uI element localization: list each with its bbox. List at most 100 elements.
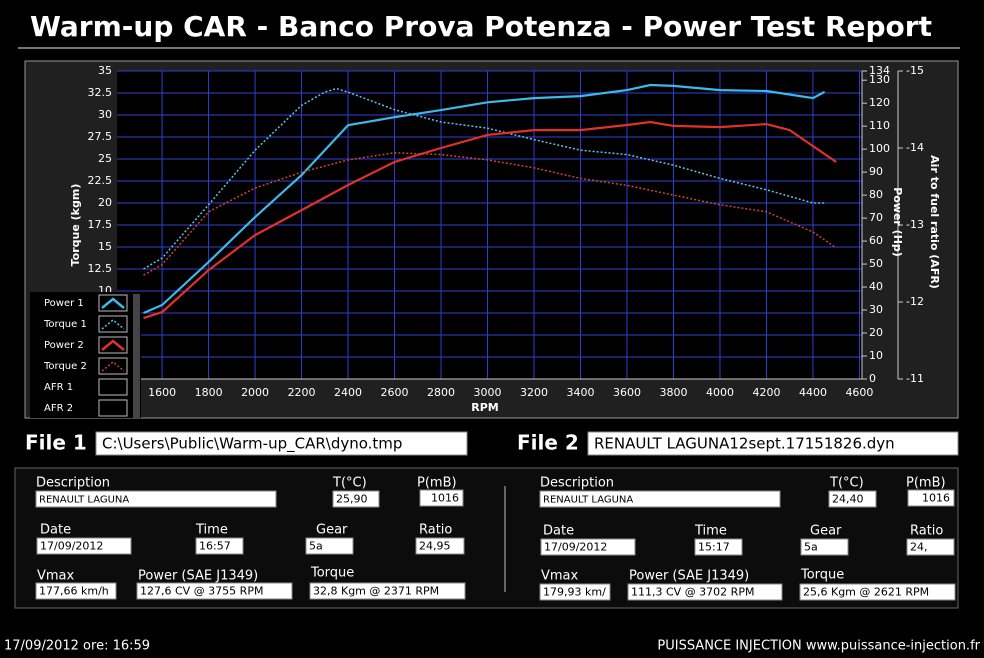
legend-label: AFR 1: [44, 382, 73, 393]
y-tick-label: 35: [98, 64, 112, 77]
field-box: [415, 537, 465, 555]
y-tick-label: 25: [98, 152, 112, 165]
field-box: [540, 538, 636, 556]
field-label: Torque: [310, 566, 354, 581]
y2-tick-label: 60: [869, 234, 883, 247]
field-label: Ratio: [419, 523, 452, 538]
field-value: 16:57: [199, 540, 231, 553]
y2-tick-label: 130: [869, 73, 890, 86]
field-value: 17/09/2012: [544, 541, 607, 554]
x-tick-label: 1600: [148, 386, 176, 399]
field-label: T(°C): [829, 476, 864, 491]
field-value: 177,66 km/h: [39, 585, 109, 598]
x-tick-label: 3200: [520, 386, 548, 399]
y3-tick-label: -15: [906, 64, 924, 77]
field-value: 179,93 km/: [543, 586, 606, 599]
legend-swatch: [98, 294, 128, 312]
field-label: Description: [36, 476, 110, 491]
x-tick-label: 4000: [706, 386, 734, 399]
field-value: 25,6 Kgm @ 2621 RPM: [803, 586, 929, 599]
legend-label: Torque 1: [43, 319, 87, 330]
y2-tick-label: 110: [869, 119, 890, 132]
field-box: [906, 538, 955, 556]
x-tick-label: 2000: [241, 386, 269, 399]
x-tick-label: 2800: [427, 386, 455, 399]
legend-swatch: [98, 336, 128, 354]
y-tick-label: 17.5: [88, 218, 113, 231]
x-tick-label: 3600: [613, 386, 641, 399]
y2-tick-label: 40: [869, 280, 883, 293]
field-box: [136, 582, 293, 600]
footer-brand: PUISSANCE INJECTION www.puissance-inject…: [657, 639, 980, 654]
file-path: RENAULT LAGUNA12sept.17151826.dyn: [594, 435, 895, 453]
y-tick-label: 22.5: [88, 174, 113, 187]
field-label: Time: [694, 524, 727, 539]
x-tick-label: 2200: [288, 386, 316, 399]
y2-tick-label: 120: [869, 96, 890, 109]
series-line: [143, 152, 837, 276]
legend-label: AFR 2: [44, 403, 73, 414]
field-label: Vmax: [37, 569, 75, 584]
y2-tick-label: 0: [869, 372, 876, 385]
field-label: Date: [40, 523, 71, 538]
y3-tick-label: -14: [906, 141, 924, 154]
field-label: Gear: [810, 524, 842, 539]
field-label: Power (SAE J1349): [629, 569, 749, 584]
y-axis-label: Torque (kgm): [69, 184, 82, 267]
field-label: Description: [540, 476, 614, 491]
x-tick-label: 1800: [195, 386, 223, 399]
series-line: [143, 87, 825, 270]
legend: [30, 292, 141, 418]
x-tick-label: 3000: [474, 386, 502, 399]
y3-tick-label: -11: [906, 372, 924, 385]
file-label: File 1: [25, 431, 87, 455]
y2-tick-label: 134: [869, 64, 890, 77]
field-value: 1016: [431, 492, 459, 505]
field-label: P(mB): [906, 476, 946, 491]
field-value: RENAULT LAGUNA: [39, 495, 129, 506]
y2-tick-label: 100: [869, 142, 890, 155]
legend-swatch: [98, 378, 128, 396]
field-value: 32,8 Kgm @ 2371 RPM: [313, 585, 439, 598]
field-value: 17/09/2012: [40, 540, 103, 553]
field-box: [828, 490, 877, 508]
y2-tick-label: 70: [869, 211, 883, 224]
y3-axis-label: Air to fuel ratio (AFR): [928, 155, 941, 289]
y2-tick-label: 20: [869, 326, 883, 339]
field-label: P(mB): [417, 476, 457, 491]
legend-icon: [101, 361, 125, 372]
field-label: Vmax: [541, 569, 579, 584]
field-value: 24,40: [832, 493, 864, 506]
y-tick-label: 20: [98, 196, 112, 209]
x-tick-label: 4200: [752, 386, 780, 399]
y-tick-label: 27.5: [88, 130, 113, 143]
x-axis-label: RPM: [471, 401, 498, 414]
series-line: [143, 83, 826, 315]
file-path: C:\Users\Public\Warm-up_CAR\dyno.tmp: [102, 435, 402, 454]
field-value: 5a: [804, 541, 818, 554]
y2-axis-label: Power (Hp): [891, 187, 904, 257]
y-tick-label: 30: [98, 108, 112, 121]
field-value: 127,6 CV @ 3755 RPM: [140, 585, 263, 598]
x-tick-label: 4400: [799, 386, 827, 399]
y-tick-label: 12.5: [88, 262, 113, 275]
file-label: File 2: [517, 431, 579, 455]
field-box: [694, 538, 743, 556]
field-label: Gear: [316, 523, 348, 538]
legend-icon: [101, 297, 125, 309]
field-box: [539, 490, 781, 508]
field-label: Date: [543, 524, 574, 539]
file-box: [587, 431, 959, 456]
field-value: 111,3 CV @ 3702 RPM: [631, 586, 754, 599]
y2-tick-label: 90: [869, 165, 883, 178]
field-box: [36, 537, 132, 555]
field-value: RENAULT LAGUNA: [543, 495, 633, 506]
field-value: 5a: [309, 540, 323, 553]
y2-tick-label: 80: [869, 188, 883, 201]
y2-tick-label: 30: [869, 303, 883, 316]
x-tick-label: 4600: [845, 386, 873, 399]
x-tick-label: 2600: [381, 386, 409, 399]
file-box: [95, 431, 468, 456]
field-label: Power (SAE J1349): [138, 569, 258, 584]
